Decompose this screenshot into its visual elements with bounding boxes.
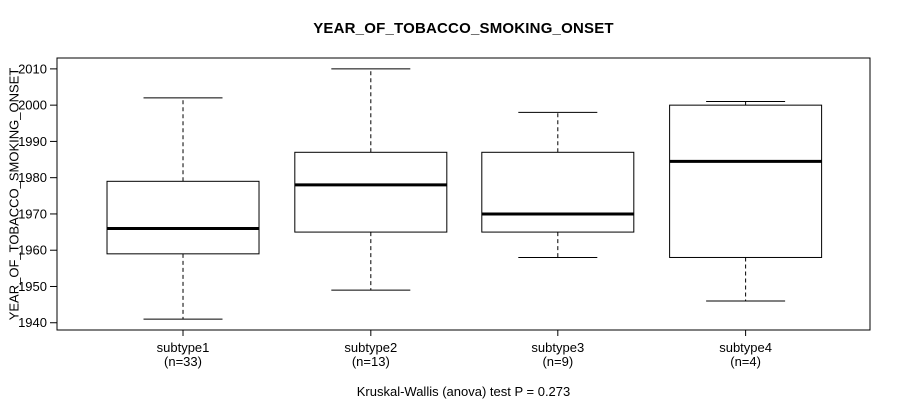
x-tick-label-n: (n=33): [164, 354, 202, 369]
x-tick-label-name: subtype3: [531, 340, 584, 355]
y-tick-label: 1980: [18, 170, 47, 185]
x-tick-label-name: subtype2: [344, 340, 397, 355]
plot-frame: [56, 57, 871, 331]
y-tick-label: 1970: [18, 206, 47, 221]
x-tick-label-name: subtype4: [719, 340, 772, 355]
x-tick-label-n: (n=4): [730, 354, 761, 369]
kruskal-wallis-annotation: Kruskal-Wallis (anova) test P = 0.273: [356, 384, 571, 399]
chart-title: YEAR_OF_TOBACCO_SMOKING_ONSET: [313, 20, 614, 37]
y-tick-label: 1940: [18, 315, 47, 330]
x-tick-label-n: (n=13): [352, 354, 390, 369]
iqr-box-subtype4: [669, 104, 823, 258]
iqr-box-subtype3: [481, 151, 635, 233]
iqr-box-subtype2: [294, 151, 448, 233]
y-tick-label: 1960: [18, 243, 47, 258]
x-tick-label-n: (n=9): [542, 354, 573, 369]
x-tick-label-name: subtype1: [157, 340, 210, 355]
y-tick-label: 2000: [18, 98, 47, 113]
y-tick-label: 1950: [18, 279, 47, 294]
iqr-box-subtype1: [106, 180, 260, 255]
y-tick-label: 1990: [18, 134, 47, 149]
y-tick-label: 2010: [18, 61, 47, 76]
